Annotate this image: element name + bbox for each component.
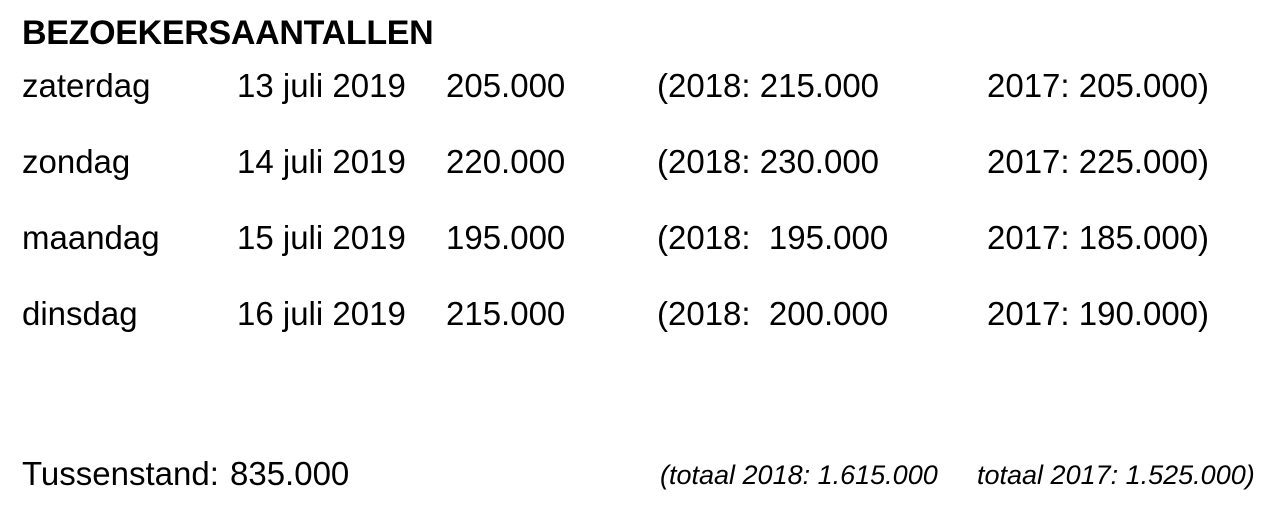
row-count-2017: 2017: 185.000) bbox=[987, 219, 1210, 256]
table-row: maandag 15 juli 2019 195.000 (2018: 195.… bbox=[0, 221, 1277, 261]
row-count-2019: 220.000 bbox=[446, 143, 566, 180]
row-date: 13 juli 2019 bbox=[237, 67, 406, 104]
table-row: zaterdag 13 juli 2019 205.000 (2018: 215… bbox=[0, 69, 1277, 109]
page-title: BEZOEKERSAANTALLEN bbox=[22, 14, 434, 52]
summary-row: Tussenstand: 835.000 (totaal 2018: 1.615… bbox=[0, 457, 1277, 507]
row-count-2017: 2017: 225.000) bbox=[987, 143, 1210, 180]
row-count-2019: 205.000 bbox=[446, 67, 566, 104]
row-date: 15 juli 2019 bbox=[237, 219, 406, 256]
row-count-2019: 195.000 bbox=[446, 219, 566, 256]
row-day-label: zaterdag bbox=[22, 67, 151, 104]
row-count-2018: (2018: 215.000 bbox=[657, 67, 880, 104]
row-day-label: zondag bbox=[22, 143, 131, 180]
summary-value: 835.000 bbox=[230, 455, 350, 492]
summary-total-2017: totaal 2017: 1.525.000) bbox=[977, 460, 1255, 490]
row-count-2019: 215.000 bbox=[446, 295, 566, 332]
summary-total-2018: (totaal 2018: 1.615.000 bbox=[660, 460, 938, 490]
row-day-label: dinsdag bbox=[22, 295, 138, 332]
table-row: dinsdag 16 juli 2019 215.000 (2018: 200.… bbox=[0, 297, 1277, 337]
table-row: zondag 14 juli 2019 220.000 (2018: 230.0… bbox=[0, 145, 1277, 185]
row-count-2018: (2018: 230.000 bbox=[657, 143, 880, 180]
row-count-2018: (2018: 195.000 bbox=[657, 219, 889, 256]
row-count-2018: (2018: 200.000 bbox=[657, 295, 889, 332]
row-count-2017: 2017: 190.000) bbox=[987, 295, 1210, 332]
row-date: 14 juli 2019 bbox=[237, 143, 406, 180]
row-date: 16 juli 2019 bbox=[237, 295, 406, 332]
row-day-label: maandag bbox=[22, 219, 160, 256]
summary-label: Tussenstand: bbox=[22, 455, 219, 492]
row-count-2017: 2017: 205.000) bbox=[987, 67, 1210, 104]
